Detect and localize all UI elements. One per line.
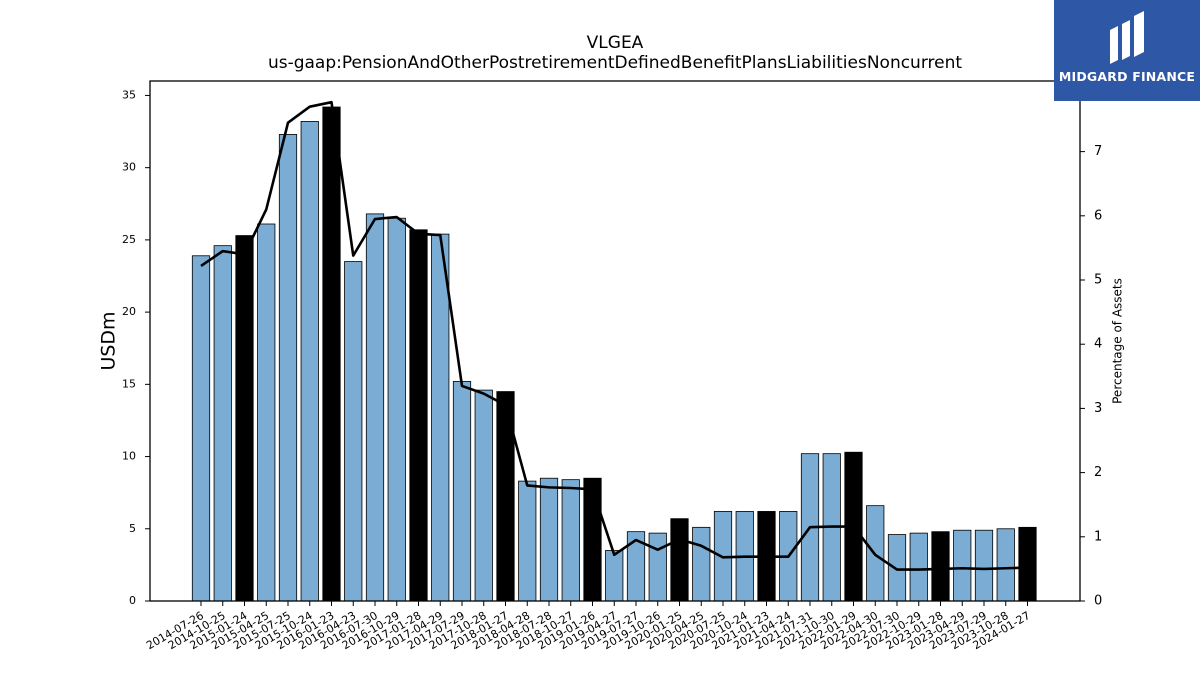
bar-2022-07-30	[887, 534, 907, 602]
y2-tick-label: 1	[1094, 529, 1102, 544]
bars-layer	[191, 106, 1037, 602]
bar-2019-04-27	[605, 550, 624, 602]
y-tick-label: 20	[122, 305, 136, 318]
bar-2019-01-26	[583, 477, 602, 602]
y2-tick-label: 3	[1094, 401, 1102, 416]
bar-2017-04-29	[431, 233, 450, 602]
percentage-line	[200, 100, 1028, 571]
y2-axis-label: Percentage of Assets	[1111, 278, 1125, 404]
chart-title: VLGEA	[586, 33, 644, 53]
bar-2017-01-28	[409, 229, 428, 602]
bar-2016-07-30	[365, 213, 385, 602]
y2-tick-label: 0	[1094, 594, 1102, 609]
bar-2014-07-26	[191, 255, 211, 602]
y-tick-label: 15	[122, 377, 136, 390]
y-tick-label: 0	[129, 594, 136, 607]
midgard-logo-icon	[1110, 11, 1144, 64]
x-axis-ticks: 2014-07-262014-10-252015-01-242015-04-25…	[144, 601, 1033, 652]
bar-2016-10-29	[387, 217, 406, 602]
bar-2016-04-23	[344, 261, 363, 602]
chart-subtitle: us-gaap:PensionAndOtherPostretirementDef…	[267, 53, 963, 73]
y-tick-label: 35	[122, 88, 136, 101]
y-tick-label: 30	[122, 161, 136, 174]
bar-2015-04-25	[257, 223, 276, 602]
bar-2024-01-27	[1018, 526, 1037, 602]
bar-2017-07-29	[452, 381, 472, 602]
y2-tick-label: 2	[1094, 465, 1102, 480]
bar-2014-10-25	[213, 245, 232, 602]
bar-2016-01-23	[322, 106, 341, 602]
bar-2023-07-29	[974, 529, 994, 602]
y-tick-label: 25	[122, 233, 136, 246]
bar-2018-04-28	[518, 480, 537, 602]
y2-tick-label: 7	[1094, 144, 1102, 159]
y-tick-label: 10	[122, 450, 136, 463]
bar-2015-01-24	[235, 235, 254, 602]
bar-2018-07-28	[539, 477, 559, 602]
left-axis-ticks: 0 5 10 15 20 25 30 35	[122, 88, 150, 607]
bar-2020-01-25	[670, 518, 689, 602]
y2-tick-label: 4	[1094, 337, 1102, 352]
bar-2017-10-28	[474, 389, 493, 602]
y-axis-label: USDm	[98, 311, 120, 370]
brand-logo: MIDGARD FINANCE	[1054, 0, 1200, 101]
y2-tick-label: 5	[1094, 273, 1102, 288]
plot-frame	[149, 80, 1081, 602]
bar-2018-10-27	[561, 479, 580, 602]
bar-2023-10-28	[996, 528, 1015, 602]
y-tick-label: 5	[129, 522, 136, 535]
bar-2023-01-28	[931, 531, 950, 602]
right-axis-ticks: 0 1 2 3 4 5 6 7	[1080, 144, 1102, 609]
y2-tick-label: 6	[1094, 208, 1102, 223]
line-layer	[200, 100, 1028, 571]
bar-2022-10-29	[909, 532, 928, 602]
bar-2023-04-29	[953, 529, 972, 602]
logo-text: MIDGARD FINANCE	[1058, 69, 1196, 84]
bar-2015-07-25	[278, 134, 298, 602]
bar-2020-04-25	[692, 526, 711, 602]
bar-2019-10-26	[648, 532, 667, 602]
bar-2015-10-24	[300, 121, 319, 602]
